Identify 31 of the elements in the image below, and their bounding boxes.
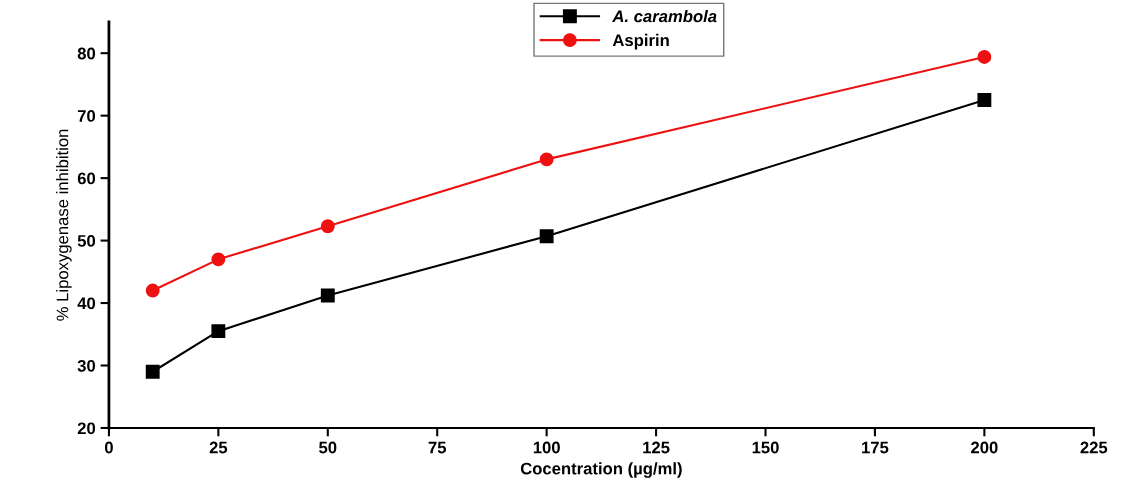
point — [977, 49, 992, 64]
x-tick-label: 0 — [104, 441, 113, 454]
x-tick-label: 100 — [533, 441, 560, 454]
point — [211, 252, 226, 267]
legend-label: A. carambola — [612, 10, 717, 23]
x-tick-label: 25 — [209, 441, 228, 454]
x-axis-title: Cocentration (µg/ml) — [520, 462, 682, 478]
y-tick-label: 40 — [77, 297, 96, 310]
x-tick-label: 225 — [1080, 441, 1108, 454]
x-tick-label: 50 — [319, 441, 337, 454]
x-tick-label: 125 — [643, 441, 670, 454]
point — [320, 288, 335, 303]
x-tick-label: 175 — [862, 441, 889, 454]
point — [320, 219, 335, 234]
point — [211, 324, 226, 339]
point — [977, 93, 992, 107]
x-tick-label: 75 — [428, 441, 447, 454]
y-tick-label: 30 — [77, 359, 96, 372]
point — [539, 152, 554, 167]
y-tick-label: 70 — [77, 110, 96, 122]
legend-label: Aspirin — [612, 33, 669, 50]
x-tick-label: 150 — [752, 441, 779, 454]
y-tick-label: 80 — [77, 47, 96, 60]
point — [145, 364, 160, 379]
point — [539, 229, 554, 244]
point — [145, 283, 160, 298]
x-tick-label: 200 — [971, 441, 998, 454]
y-tick-label: 60 — [77, 172, 96, 185]
y-tick-label: 20 — [77, 422, 96, 435]
y-tick-label: 50 — [77, 234, 96, 247]
y-axis-title: % Lipoxygenase inhibition — [56, 129, 72, 321]
